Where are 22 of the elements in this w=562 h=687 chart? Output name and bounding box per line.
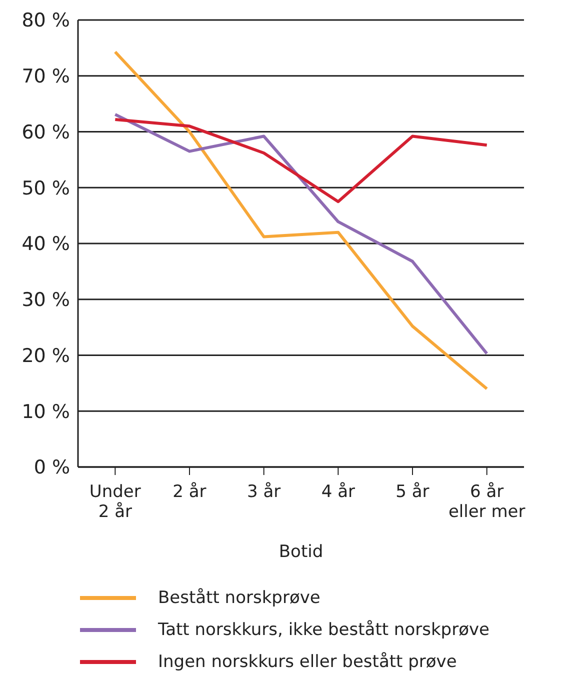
y-tick-label: 60 % xyxy=(22,121,70,144)
x-tick-label: 5 år xyxy=(396,482,430,502)
y-tick-label: 40 % xyxy=(22,233,70,256)
line-series xyxy=(114,112,488,356)
legend-label: Bestått norskprøve xyxy=(158,588,320,608)
line-series xyxy=(114,118,488,204)
x-tick-label: 6 år eller mer xyxy=(448,482,526,522)
y-tick-label: 20 % xyxy=(22,344,70,367)
x-tick-label: Under 2 år xyxy=(89,482,141,522)
y-tick-label: 50 % xyxy=(22,177,70,200)
legend-label: Ingen norskkurs eller bestått prøve xyxy=(158,652,457,672)
x-tick-label: 3 år xyxy=(247,482,281,502)
y-tick-label: 70 % xyxy=(22,66,70,88)
x-axis-title: Botid xyxy=(278,542,324,562)
x-tick-label: 4 år xyxy=(321,482,355,502)
y-tick-label: 10 % xyxy=(22,400,70,423)
y-tick-label: 0 % xyxy=(34,456,70,479)
x-tick-label: 2 år xyxy=(172,482,206,502)
line-series xyxy=(114,50,488,390)
y-tick-label: 80 % xyxy=(22,10,70,32)
y-tick-label: 30 % xyxy=(22,289,70,312)
legend-label: Tatt norskkurs, ikke bestått norskprøve xyxy=(158,620,490,640)
